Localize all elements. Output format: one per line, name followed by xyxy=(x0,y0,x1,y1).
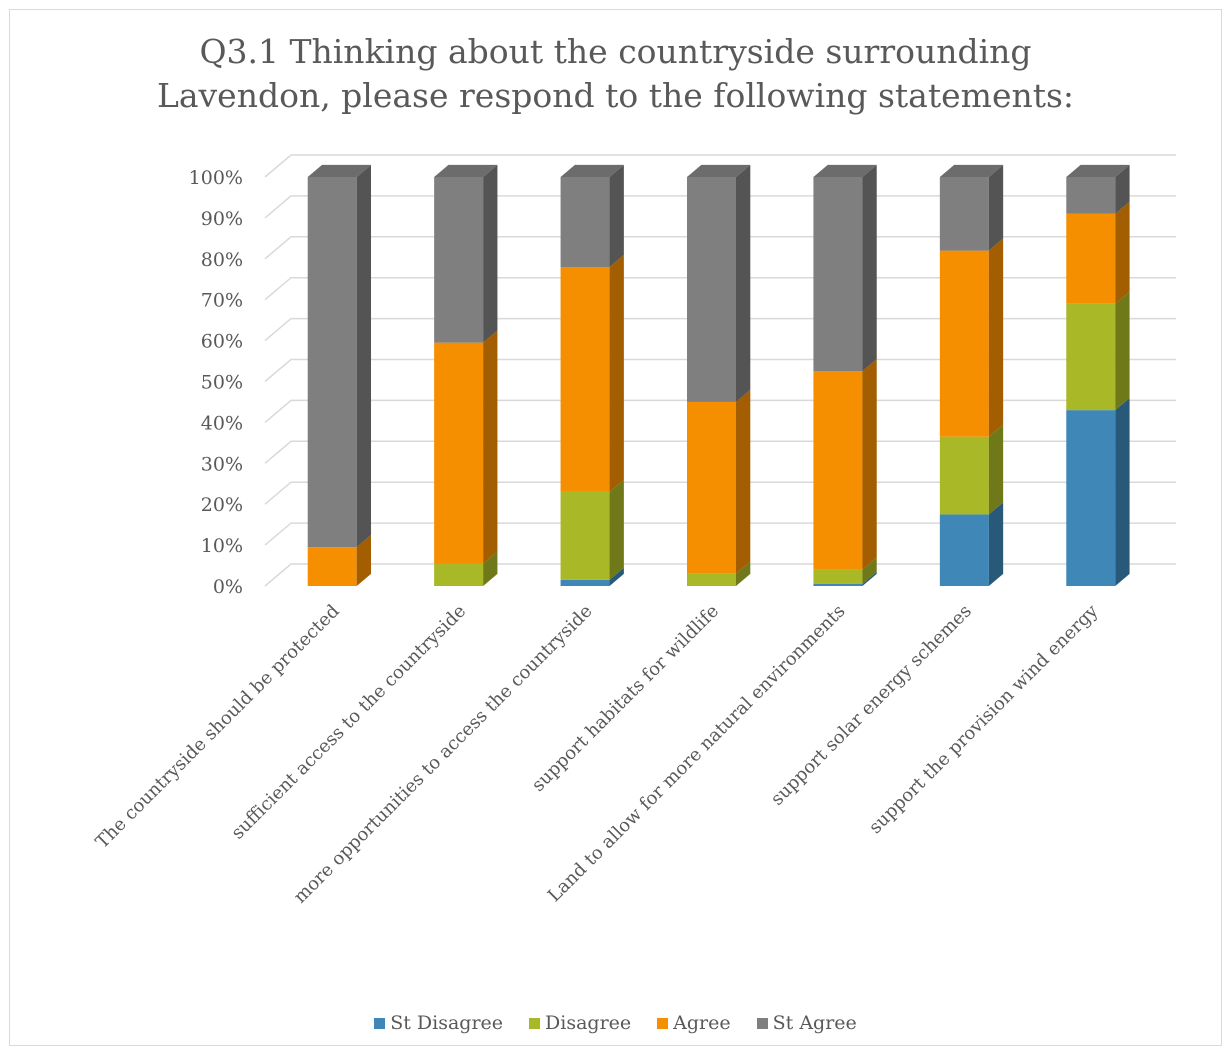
bar-segment xyxy=(813,570,862,584)
bar-segment-side xyxy=(610,165,624,267)
bar-segment xyxy=(308,547,357,586)
bar-segment xyxy=(1066,304,1115,410)
stacked-bar-chart: 0% 10% 20% 30% 40% 50% 60% 70% 80% 90% 100% The cou… xyxy=(0,0,1231,1000)
legend-swatch xyxy=(529,1018,540,1029)
bar-segment xyxy=(687,574,736,586)
x-category-label: The countryside should be protected xyxy=(92,601,344,853)
bar-segment xyxy=(813,371,862,569)
bar-segment xyxy=(813,584,862,586)
legend-label: Agree xyxy=(673,1012,730,1034)
bar-segment xyxy=(434,564,483,586)
bar-segment-side xyxy=(989,165,1003,251)
y-tick-label: 100% xyxy=(189,167,243,189)
bar-segment xyxy=(1066,410,1115,586)
chart-legend: St Disagree Disagree Agree St Agree xyxy=(0,1012,1231,1034)
bar-segment xyxy=(434,343,483,564)
bar-segment xyxy=(687,177,736,402)
bar-segment xyxy=(561,267,610,492)
bar-segment-side xyxy=(989,502,1003,586)
bar-segment-side xyxy=(862,165,876,371)
bar-segment xyxy=(561,492,610,580)
bar-segment-side xyxy=(1115,398,1129,586)
bar-segment xyxy=(813,177,862,371)
bar-segment xyxy=(561,580,610,586)
y-tick-label: 60% xyxy=(201,331,243,353)
y-tick-label: 70% xyxy=(201,290,243,312)
legend-label: Disagree xyxy=(545,1012,631,1034)
legend-swatch xyxy=(374,1018,385,1029)
bar-segment-side xyxy=(1115,292,1129,410)
bar-segment xyxy=(687,402,736,574)
legend-item: St Disagree xyxy=(374,1012,503,1034)
bar-segment xyxy=(308,177,357,547)
y-tick-label: 80% xyxy=(201,249,243,271)
y-tick-label: 10% xyxy=(201,535,243,557)
x-category-label: support solar energy schemes xyxy=(767,601,976,810)
y-tick-label: 30% xyxy=(201,453,243,475)
bar-segment-side xyxy=(1115,202,1129,304)
bar-segment-side xyxy=(736,390,750,574)
y-tick-label: 50% xyxy=(201,372,243,394)
legend-swatch xyxy=(757,1018,768,1029)
bar-segment-side xyxy=(483,165,497,343)
legend-label: St Disagree xyxy=(390,1012,503,1034)
bar-segment xyxy=(940,514,989,586)
bar-segment-side xyxy=(483,331,497,564)
bar-segment xyxy=(434,177,483,343)
y-tick-label: 0% xyxy=(213,576,243,598)
x-category-label: Land to allow for more natural environme… xyxy=(544,601,850,907)
bar-segment-side xyxy=(610,480,624,580)
bar-segment-side xyxy=(989,425,1003,515)
legend-label: St Agree xyxy=(773,1012,857,1034)
bar-segment-side xyxy=(357,165,371,547)
bar-segment-side xyxy=(736,165,750,402)
x-category-label: support the provision wind energy xyxy=(865,600,1103,838)
y-tick-label: 20% xyxy=(201,494,243,516)
bar-segment xyxy=(1066,214,1115,304)
x-category-label: more opportunities to access the country… xyxy=(290,601,597,908)
y-tick-label: 40% xyxy=(201,412,243,434)
bar-segment xyxy=(561,177,610,267)
bar-segment xyxy=(940,251,989,437)
legend-item: St Agree xyxy=(757,1012,857,1034)
legend-swatch xyxy=(657,1018,668,1029)
bar-segment-side xyxy=(610,255,624,492)
bar-segment-side xyxy=(862,359,876,569)
legend-item: Agree xyxy=(657,1012,730,1034)
y-tick-label: 90% xyxy=(201,208,243,230)
bar-segment xyxy=(1066,177,1115,214)
legend-item: Disagree xyxy=(529,1012,631,1034)
bar-segment-side xyxy=(989,239,1003,437)
bar-segment xyxy=(940,437,989,515)
x-category-label: sufficient access to the countryside xyxy=(227,601,470,844)
bar-segment xyxy=(940,177,989,251)
